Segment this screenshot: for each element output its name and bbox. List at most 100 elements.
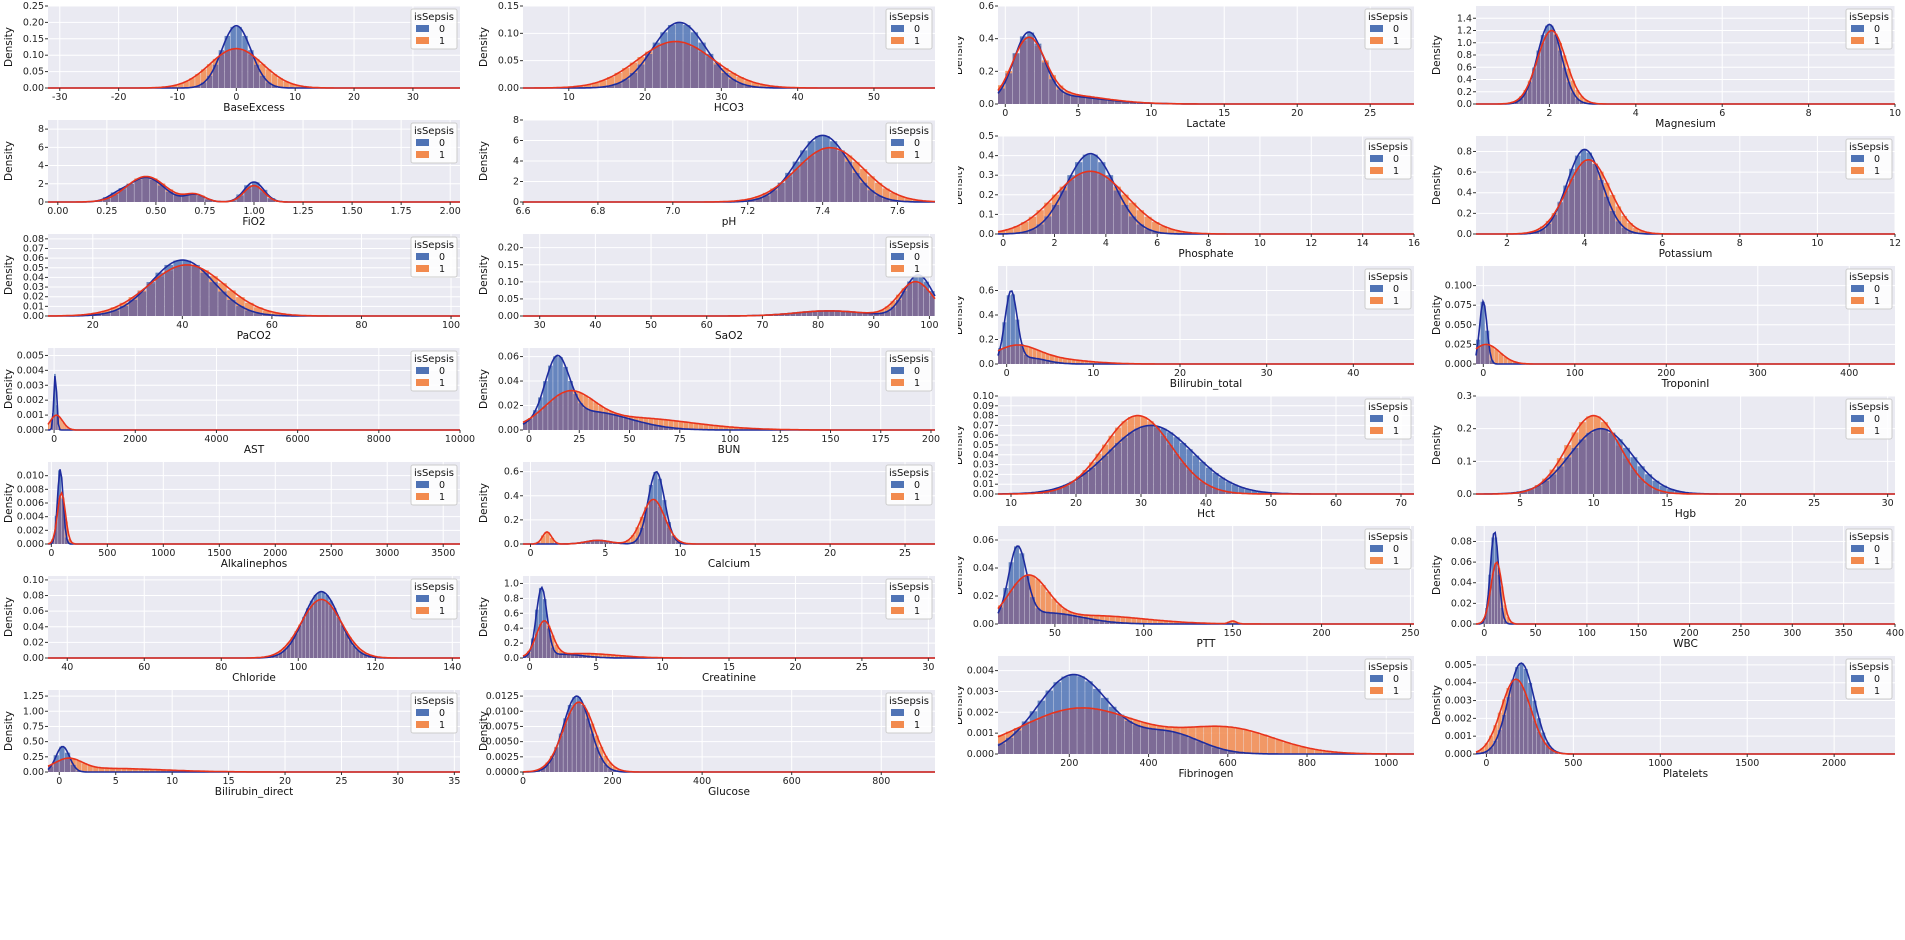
bar-class-1 [1211, 726, 1220, 748]
bar-overlap [1015, 344, 1020, 364]
bar-overlap [195, 85, 201, 88]
y-tick-label: 0.02 [973, 469, 994, 480]
legend-swatch-0 [416, 481, 429, 488]
bar-overlap [1115, 442, 1122, 494]
x-tick-label: 14 [1357, 238, 1369, 249]
bar-class-0 [660, 32, 668, 44]
bar-class-1 [1076, 360, 1080, 364]
legend-label-1: 1 [1874, 556, 1880, 567]
bar-overlap [1147, 425, 1154, 494]
bar-overlap [1021, 231, 1029, 234]
legend-title: isSepsis [889, 12, 929, 23]
bar-overlap [1491, 573, 1495, 624]
bar-overlap [359, 653, 364, 658]
bar-overlap [884, 311, 891, 316]
kde-line-class-1 [523, 40, 935, 89]
bar-overlap [554, 747, 559, 772]
x-tick-label: 15 [723, 662, 735, 673]
x-tick-label: 20 [87, 320, 99, 331]
bar-overlap [54, 415, 56, 430]
bar-overlap [862, 313, 868, 316]
bar-class-1 [1134, 415, 1141, 429]
bar-class-1 [1545, 220, 1552, 224]
chart-panel-magnesium: 2 4 6 8 10 0.00.20.4 0.60.81.01.2 1.4 Magnesium D… [1431, 6, 1901, 130]
legend-label-0: 0 [1874, 544, 1880, 555]
bar-overlap [1225, 491, 1232, 494]
bar-class-1 [578, 392, 583, 404]
legend-label-1: 1 [439, 150, 445, 161]
bar-overlap [201, 82, 207, 88]
bar-overlap [1227, 751, 1236, 754]
bar-overlap [1095, 461, 1102, 494]
bar-class-0 [1574, 155, 1581, 169]
x-axis-label: Lactate [1186, 118, 1225, 130]
bar-overlap [1051, 613, 1057, 624]
legend-title: isSepsis [414, 12, 454, 23]
bar-class-1 [1307, 748, 1315, 754]
y-tick-label: 0.6 [1457, 62, 1472, 73]
legend-title: isSepsis [1368, 532, 1408, 543]
bar-overlap [218, 291, 227, 316]
x-tick-label: 4 [1633, 108, 1639, 119]
x-axis-label: AST [244, 444, 265, 456]
y-tick-label: 0.005 [1445, 660, 1472, 671]
x-tick-label: 40 [176, 320, 188, 331]
x-tick-label: 200 [1657, 368, 1675, 379]
kde-line-class-1 [48, 264, 460, 317]
bar-overlap [998, 349, 1002, 364]
bar-overlap [578, 403, 583, 430]
bar-class-1 [1512, 361, 1517, 364]
bar-overlap [622, 79, 630, 88]
bar-overlap [1586, 159, 1592, 234]
bar-overlap [1034, 45, 1042, 104]
bar-class-1 [1071, 359, 1076, 364]
bar-overlap [668, 427, 674, 430]
y-tick-label: 0.10 [498, 277, 519, 288]
legend-label-1: 1 [1393, 686, 1399, 697]
bar-class-0 [1006, 295, 1011, 347]
x-tick-label: 70 [756, 320, 768, 331]
legend-title: isSepsis [414, 126, 454, 137]
bar-class-0 [553, 356, 558, 398]
y-tick-label: 0.0100 [486, 706, 519, 717]
bar-overlap [603, 541, 608, 544]
x-tick-label: 80 [215, 662, 227, 673]
bar-overlap [713, 64, 721, 88]
y-tick-label: 0.025 [1445, 339, 1472, 350]
y-tick-label: 0.10 [23, 50, 44, 61]
y-axis-label: Density [3, 597, 15, 637]
bar-class-1 [104, 768, 110, 772]
bar-overlap [585, 718, 590, 772]
bar-class-1 [594, 735, 599, 748]
bar-overlap [1049, 79, 1056, 104]
bar-class-0 [648, 484, 653, 501]
y-tick-label: 0.004 [17, 365, 44, 376]
kde-line-class-1 [47, 414, 460, 431]
chart-panel-calcium: 0 5 10 15 20 250.00.20.40.6CalciumDensityisSe… [478, 462, 935, 570]
bar-class-1 [92, 312, 102, 315]
bar-overlap [1211, 747, 1220, 754]
bar-overlap [197, 195, 205, 202]
y-tick-label: 0.06 [23, 606, 44, 617]
legend-swatch-1 [1370, 167, 1383, 174]
bar-class-0 [534, 609, 539, 634]
bar-class-1 [132, 768, 138, 772]
bar-class-1 [275, 652, 279, 656]
bar-class-0 [110, 192, 119, 195]
y-tick-label: 0.06 [498, 352, 519, 363]
legend-swatch-1 [1370, 557, 1383, 564]
bar-class-1 [138, 769, 144, 772]
bar-overlap [581, 704, 586, 772]
y-tick-label: 0.4 [979, 310, 994, 321]
y-tick-label: 2 [513, 177, 519, 188]
y-tick-label: 0.10 [973, 391, 994, 402]
bar-class-0 [653, 471, 658, 501]
y-tick-label: 0.01 [973, 479, 994, 490]
bar-overlap [1061, 709, 1069, 754]
bar-overlap [566, 654, 571, 658]
bar-class-1 [1586, 416, 1594, 433]
bar-overlap [918, 283, 924, 316]
bar-overlap [212, 64, 219, 88]
histogram-bars [717, 136, 935, 202]
